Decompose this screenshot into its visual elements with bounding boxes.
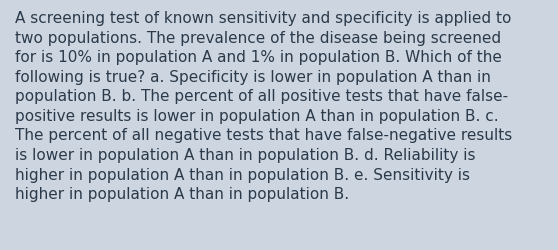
Text: A screening test of known sensitivity and specificity is applied to
two populati: A screening test of known sensitivity an… (16, 11, 513, 201)
